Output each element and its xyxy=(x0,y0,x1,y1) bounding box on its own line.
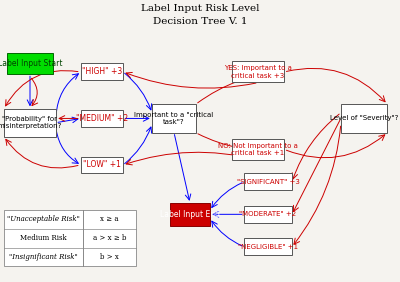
Text: a > x ≥ b: a > x ≥ b xyxy=(93,234,126,242)
FancyBboxPatch shape xyxy=(341,104,387,133)
Text: "SIGNIFICANT" +3: "SIGNIFICANT" +3 xyxy=(236,179,300,185)
Text: "LOW" +1: "LOW" +1 xyxy=(83,160,121,169)
FancyBboxPatch shape xyxy=(152,104,196,133)
FancyBboxPatch shape xyxy=(244,206,292,223)
Text: Medium Risk: Medium Risk xyxy=(20,234,67,242)
Text: "MEDIUM" +2: "MEDIUM" +2 xyxy=(76,114,128,123)
FancyBboxPatch shape xyxy=(244,173,292,190)
FancyBboxPatch shape xyxy=(7,53,53,74)
Text: "MODERATE" +2: "MODERATE" +2 xyxy=(240,211,296,217)
Text: "Probability" for
misinterpretation?: "Probability" for misinterpretation? xyxy=(0,116,62,129)
FancyBboxPatch shape xyxy=(170,203,210,226)
Text: Label Input End: Label Input End xyxy=(160,210,220,219)
Text: Level of "Severity"?: Level of "Severity"? xyxy=(330,115,398,122)
FancyBboxPatch shape xyxy=(232,61,284,82)
FancyBboxPatch shape xyxy=(81,110,123,127)
Text: "Insignificant Risk": "Insignificant Risk" xyxy=(9,253,78,261)
FancyBboxPatch shape xyxy=(4,210,136,266)
FancyBboxPatch shape xyxy=(81,63,123,80)
Text: Decision Tree V. 1: Decision Tree V. 1 xyxy=(153,17,247,26)
FancyBboxPatch shape xyxy=(232,139,284,160)
Text: b > x: b > x xyxy=(100,253,119,261)
Text: "HIGH" +3: "HIGH" +3 xyxy=(82,67,122,76)
Text: Important to a "critical
task"?: Important to a "critical task"? xyxy=(134,112,214,125)
FancyBboxPatch shape xyxy=(244,238,292,255)
Text: Label Input Start: Label Input Start xyxy=(0,59,62,68)
Text: NO: Not Important to a
critical task +1: NO: Not Important to a critical task +1 xyxy=(218,143,298,156)
Text: "Unacceptable Risk": "Unacceptable Risk" xyxy=(7,215,80,224)
Text: x ≥ a: x ≥ a xyxy=(100,215,119,224)
FancyBboxPatch shape xyxy=(81,157,123,173)
Text: YES: Important to a
critical task +3: YES: Important to a critical task +3 xyxy=(224,65,292,79)
Text: "NEGLIGIBLE" +1: "NEGLIGIBLE" +1 xyxy=(238,244,298,250)
FancyBboxPatch shape xyxy=(4,109,56,137)
Text: Label Input Risk Level: Label Input Risk Level xyxy=(141,4,259,13)
